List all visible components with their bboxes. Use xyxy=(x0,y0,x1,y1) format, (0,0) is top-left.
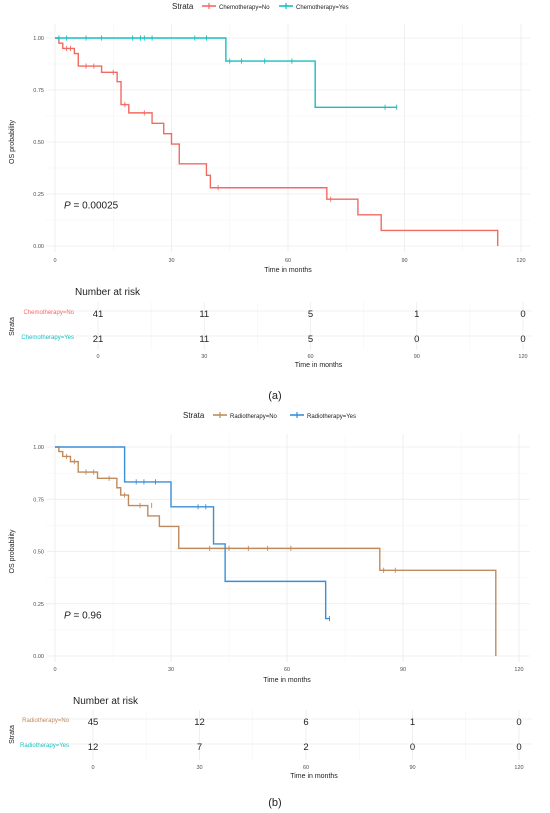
survival-curve xyxy=(55,37,397,108)
risk-x-tick-label: 90 xyxy=(414,354,420,360)
risk-count: 2 xyxy=(303,742,308,753)
p-value: P = 0.00025 xyxy=(64,201,119,212)
y-tick-label: 0.50 xyxy=(33,550,44,556)
y-tick-label: 0.75 xyxy=(33,88,44,94)
x-tick-label: 0 xyxy=(53,667,56,673)
y-tick-label: 1.00 xyxy=(33,445,44,451)
y-axis-title: OS probability xyxy=(9,120,16,164)
chart-panel-2: Strata Radiotherapy=No Radiotherapy=Yes 0 30… xyxy=(9,411,532,809)
risk-x-tick-label: 0 xyxy=(91,765,94,771)
risk-count: 41 xyxy=(93,309,104,320)
x-tick-label: 120 xyxy=(516,258,525,264)
risk-count: 12 xyxy=(88,742,99,753)
legend-entry-1: Chemotherapy=No xyxy=(219,5,270,11)
risk-x-tick-label: 30 xyxy=(196,765,202,771)
risk-table: Number at risk Chemotherapy=No 41 11 5 1 0 Chem… xyxy=(9,287,532,369)
risk-x-tick-label: 60 xyxy=(307,354,313,360)
risk-count: 5 xyxy=(308,309,313,320)
risk-count: 0 xyxy=(520,309,525,320)
panel-label: (b) xyxy=(268,797,281,809)
risk-count: 0 xyxy=(516,717,521,728)
risk-table-title: Number at risk xyxy=(73,696,139,707)
x-axis-title: Time in months xyxy=(264,267,312,274)
x-tick-label: 120 xyxy=(514,667,523,673)
x-tick-label: 90 xyxy=(401,258,407,264)
risk-table: Number at risk Radiotherapy=No 45 12 6 1 0 Radi… xyxy=(9,696,532,780)
risk-y-axis-title: Strata xyxy=(9,725,16,744)
risk-count: 0 xyxy=(410,742,415,753)
risk-count: 6 xyxy=(303,717,308,728)
risk-x-tick-label: 0 xyxy=(96,354,99,360)
risk-row-label: Radiotherapy=No xyxy=(22,718,70,724)
p-value: P = 0.96 xyxy=(64,610,102,621)
y-tick-label: 0.50 xyxy=(33,140,44,146)
y-tick-label: 0.25 xyxy=(33,192,44,198)
risk-x-axis-title: Time in months xyxy=(295,362,343,369)
legend-title: Strata xyxy=(183,411,205,420)
survival-curve xyxy=(55,446,330,620)
risk-count: 5 xyxy=(308,334,313,345)
y-tick-label: 1.00 xyxy=(33,36,44,42)
plot-grid xyxy=(46,434,530,662)
x-tick-label: 30 xyxy=(168,667,174,673)
risk-table-title: Number at risk xyxy=(75,287,141,298)
risk-count: 45 xyxy=(88,717,99,728)
legend: Strata Chemotherapy=No Chemotherapy=Yes xyxy=(172,2,349,11)
chart-panel-1: Strata Chemotherapy=No Chemotherapy=Yes 0 30… xyxy=(9,2,532,402)
risk-row-label: Radiotherapy=Yes xyxy=(20,743,69,749)
x-tick-label: 30 xyxy=(168,258,174,264)
y-axis-title: OS probability xyxy=(9,529,16,573)
y-tick-label: 0.00 xyxy=(33,244,44,250)
panel-label: (a) xyxy=(268,390,281,402)
y-tick-label: 0.75 xyxy=(33,497,44,503)
legend-title: Strata xyxy=(172,2,194,11)
risk-count: 11 xyxy=(199,309,209,320)
series-1 xyxy=(55,446,497,656)
risk-y-axis-title: Strata xyxy=(9,317,16,336)
legend: Strata Radiotherapy=No Radiotherapy=Yes xyxy=(183,411,356,420)
risk-x-tick-label: 30 xyxy=(201,354,207,360)
risk-count: 0 xyxy=(414,334,419,345)
p-value-number: = 0.00025 xyxy=(71,201,119,212)
legend-entry-1: Radiotherapy=No xyxy=(230,414,278,420)
p-value-number: = 0.96 xyxy=(71,610,102,621)
y-tick-label: 0.00 xyxy=(33,654,44,660)
risk-count: 7 xyxy=(197,742,202,753)
risk-count: 12 xyxy=(194,717,205,728)
risk-count: 1 xyxy=(410,717,415,728)
plot-grid xyxy=(46,24,530,252)
x-tick-label: 90 xyxy=(400,667,406,673)
x-tick-label: 60 xyxy=(285,258,291,264)
y-tick-label: 0.25 xyxy=(33,602,44,608)
risk-count: 21 xyxy=(93,334,104,345)
p-value-prefix: P xyxy=(64,201,71,212)
risk-row-label: Chemotherapy=Yes xyxy=(21,335,74,341)
x-tick-label: 60 xyxy=(284,667,290,673)
risk-x-tick-label: 90 xyxy=(409,765,415,771)
series-2 xyxy=(55,35,398,110)
risk-x-axis-title: Time in months xyxy=(290,773,338,780)
survival-curve xyxy=(55,37,499,246)
risk-x-tick-label: 120 xyxy=(518,354,527,360)
x-tick-label: 0 xyxy=(53,258,56,264)
survival-curve xyxy=(55,446,497,656)
legend-entry-2: Chemotherapy=Yes xyxy=(296,5,349,11)
risk-count: 0 xyxy=(516,742,521,753)
risk-x-tick-label: 120 xyxy=(514,765,523,771)
legend-entry-2: Radiotherapy=Yes xyxy=(307,414,356,420)
risk-x-tick-label: 60 xyxy=(303,765,309,771)
series-1 xyxy=(55,37,499,246)
risk-row-label: Chemotherapy=No xyxy=(23,310,74,316)
series-2 xyxy=(55,446,330,622)
risk-count: 1 xyxy=(414,309,419,320)
risk-count: 11 xyxy=(199,334,209,345)
x-axis-title: Time in months xyxy=(263,677,311,684)
p-value-prefix: P xyxy=(64,610,71,621)
risk-count: 0 xyxy=(520,334,525,345)
